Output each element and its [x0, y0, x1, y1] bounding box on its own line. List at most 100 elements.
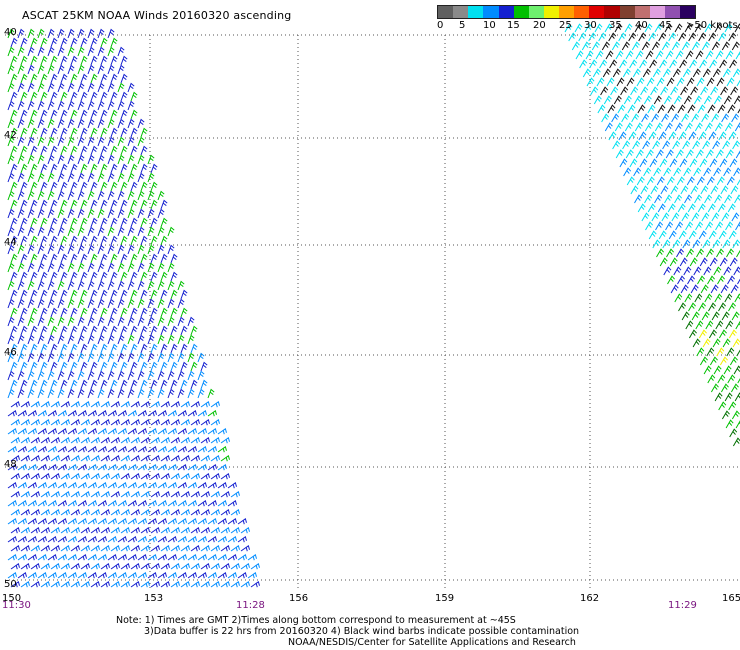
wind-barb — [60, 127, 68, 138]
wind-barb — [50, 181, 58, 192]
wind-barb — [30, 217, 38, 228]
wind-barb — [606, 77, 615, 87]
wind-barb — [77, 262, 85, 273]
wind-barb — [37, 388, 45, 399]
wind-barb — [170, 400, 180, 408]
wind-barb — [708, 32, 717, 42]
wind-barb — [40, 400, 50, 408]
wind-barb — [7, 427, 17, 435]
wind-barb — [80, 127, 88, 138]
wind-barb — [10, 37, 18, 48]
wind-barb — [77, 244, 85, 255]
wind-barb — [10, 436, 20, 444]
wind-barb — [117, 172, 125, 183]
wind-barb — [100, 37, 108, 48]
wind-barb — [57, 409, 67, 417]
wind-barb — [150, 181, 158, 192]
wind-barb — [227, 481, 237, 489]
wind-barb — [140, 454, 150, 462]
wind-barb — [60, 361, 68, 372]
legend-tick: 5 — [459, 20, 466, 31]
wind-barb — [180, 379, 188, 390]
wind-barb — [27, 280, 35, 291]
wind-barb — [40, 544, 50, 552]
wind-barb — [661, 41, 670, 51]
wind-barb — [686, 248, 694, 258]
wind-barb — [30, 181, 38, 192]
wind-barb — [130, 199, 138, 210]
wind-barb — [87, 208, 95, 219]
wind-barb — [726, 248, 734, 258]
wind-barb — [90, 562, 100, 570]
legend-swatch — [589, 6, 605, 18]
wind-barb — [10, 289, 18, 300]
wind-barb — [190, 472, 200, 480]
wind-barb — [107, 409, 117, 417]
wind-barb — [703, 95, 712, 105]
wind-barb — [67, 463, 77, 471]
wind-barb — [714, 194, 723, 204]
wind-barb — [731, 311, 740, 321]
lon-label: 159 — [435, 593, 455, 604]
wind-barb — [70, 544, 80, 552]
wind-barb — [722, 239, 731, 249]
wind-barb — [7, 262, 15, 273]
wind-barb — [707, 104, 716, 114]
wind-barb — [97, 28, 105, 39]
wind-barb — [70, 73, 78, 84]
wind-barb — [710, 86, 719, 96]
wind-barb — [180, 325, 188, 336]
wind-barb — [47, 100, 55, 111]
wind-barb — [130, 109, 138, 120]
wind-barb — [599, 59, 608, 69]
wind-barb — [97, 208, 105, 219]
wind-barb — [97, 427, 107, 435]
wind-barb — [27, 64, 35, 75]
wind-barb — [10, 199, 18, 210]
legend-tick: 30 — [584, 20, 597, 31]
wind-barb — [130, 472, 140, 480]
wind-barb — [47, 427, 57, 435]
wind-barb — [726, 347, 735, 357]
wind-barb — [37, 316, 45, 327]
wind-barb — [160, 436, 170, 444]
wind-barb — [728, 329, 737, 339]
wind-barb — [117, 118, 125, 129]
wind-barb — [147, 571, 157, 579]
wind-barb — [675, 149, 684, 159]
wind-barb — [210, 454, 220, 462]
wind-barb — [713, 95, 722, 105]
wind-barb — [170, 472, 180, 480]
wind-barb — [694, 194, 703, 204]
wind-barb — [80, 235, 88, 246]
wind-barb — [671, 113, 680, 123]
legend-tick: 25 — [559, 20, 572, 31]
wind-barb — [127, 154, 135, 165]
wind-barb — [704, 293, 713, 303]
wind-barb — [140, 235, 148, 246]
wind-barb — [137, 427, 147, 435]
wind-barb — [20, 508, 30, 516]
wind-barb — [683, 95, 692, 105]
wind-barb — [37, 463, 47, 471]
wind-barb — [190, 436, 200, 444]
wind-barb — [694, 23, 703, 33]
wind-barb — [80, 490, 90, 498]
wind-barb — [655, 221, 664, 231]
wind-barb — [87, 517, 97, 525]
wind-barb — [60, 307, 68, 318]
wind-barb — [20, 325, 28, 336]
wind-barb — [40, 289, 48, 300]
wind-barb — [47, 262, 55, 273]
wind-barb — [77, 280, 85, 291]
wind-barb — [67, 46, 75, 57]
wind-barb — [210, 436, 220, 444]
wind-barb — [160, 418, 170, 426]
wind-barb — [17, 100, 25, 111]
wind-barb — [120, 109, 128, 120]
wind-barb — [130, 361, 138, 372]
wind-barb — [734, 122, 740, 132]
wind-barb — [37, 82, 45, 93]
wind-barb — [734, 392, 740, 402]
wind-barb — [621, 41, 630, 51]
